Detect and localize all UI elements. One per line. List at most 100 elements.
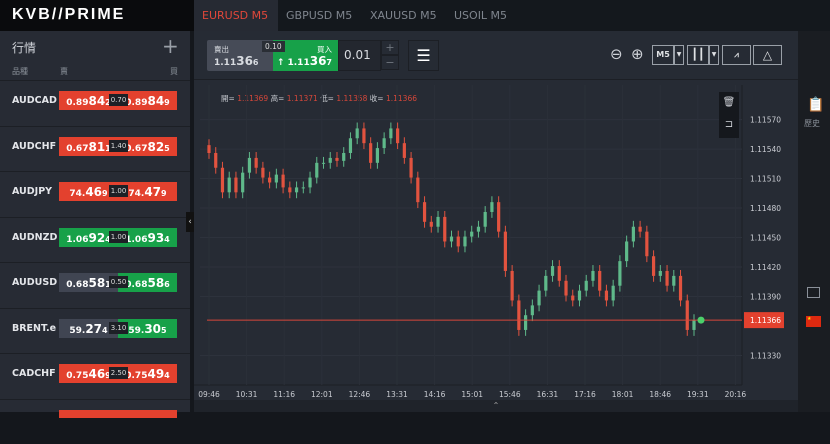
current-price-badge	[744, 312, 784, 329]
scroll-handle[interactable]: ⌃	[194, 400, 798, 412]
candle-body	[214, 153, 218, 168]
list-item-audcad[interactable]: AUDCAD 0.89 84 2 0.70 0.89 84 9	[0, 80, 190, 125]
spread-badge: 1.00	[109, 230, 128, 243]
ask-price[interactable]: 74. 47 9	[118, 182, 177, 201]
time-tick-label: 12:01	[311, 390, 333, 399]
bid-price[interactable]: 0.67 81 1	[59, 136, 118, 156]
zoom-in-icon[interactable]: ⊕	[631, 45, 644, 63]
time-tick-label: 15:01	[461, 390, 483, 399]
symbol-name: AUDJPY	[12, 186, 53, 197]
candle-body	[382, 138, 386, 149]
spread-badge: 1.40	[109, 139, 128, 152]
bid-price[interactable]: 0.75 46 9	[59, 364, 118, 383]
watchlist-panel: 行情 + 品種 賣 買 AUDCAD 0.89 84 2 0.70 0.89 84 9 AUDC…	[0, 0, 190, 418]
list-item-audusd[interactable]: AUDUSD 0.68 58 1 0.50 0.68 58 6	[0, 262, 190, 307]
candle-body	[692, 320, 696, 330]
zoom-out-icon[interactable]: ⊖	[610, 45, 623, 63]
ask-price[interactable]: 0.89 84 9	[118, 91, 177, 110]
list-item-audnzd[interactable]: AUDNZD 1.06 92 4 1.00 1.06 93 4	[0, 216, 190, 262]
list-item-audjpy[interactable]: AUDJPY 74. 46 9 1.00 74. 47 9	[0, 171, 190, 216]
ask-price[interactable]: 59. 30 5	[118, 318, 177, 338]
tab-gbpusd[interactable]: GBPUSD M5	[286, 9, 353, 22]
tab-xauusd[interactable]: XAUUSD M5	[370, 9, 437, 22]
chevron-down-icon[interactable]: ▼	[709, 45, 719, 65]
candle-body	[308, 177, 312, 188]
candle-body	[497, 202, 501, 232]
bid-price[interactable]: 74. 46 9	[59, 182, 118, 201]
time-tick-label: 18:46	[649, 390, 671, 399]
candlestick-chart[interactable]: 1.11570 1.11540 1.11510 1.11480 1.11450 1.114…	[194, 31, 798, 400]
candle-body	[342, 153, 346, 161]
tab-usoil[interactable]: USOIL M5	[454, 9, 508, 22]
candle-body	[443, 216, 447, 242]
watchlist-title: 行情	[12, 41, 37, 55]
candle-body	[436, 216, 440, 227]
trash-icon[interactable]: 🗑	[722, 97, 736, 108]
symbol-name: BRENT.e	[12, 322, 57, 334]
spread-badge: 1.00	[109, 185, 128, 197]
candle-body	[207, 145, 211, 153]
lot-decrease-button[interactable]: −	[381, 55, 399, 70]
candle-body	[685, 300, 689, 330]
chart-tabs: EURUSD M5 GBPUSD M5 XAUUSD M5 USOIL M5	[194, 0, 830, 31]
bid-price[interactable]: 0.89 84 2	[59, 91, 118, 110]
bid-price[interactable]: 0.68 58 1	[59, 273, 118, 292]
china-flag-icon[interactable]: ★	[806, 316, 821, 327]
time-tick-label: 10:31	[236, 390, 258, 399]
candle-body	[396, 128, 400, 144]
candle-body	[584, 280, 588, 291]
lot-increase-button[interactable]: +	[381, 40, 399, 55]
collapse-panel-button[interactable]: ‹	[186, 212, 194, 232]
divider	[194, 79, 798, 80]
spread-badge: 0.50	[109, 276, 128, 288]
candle-body	[557, 266, 561, 281]
clipboard-history-icon[interactable]: 📋	[807, 97, 825, 113]
history-label[interactable]: 歷史	[804, 119, 820, 128]
time-tick-label: 15:46	[499, 390, 521, 399]
list-item-audchf[interactable]: AUDCHF 0.67 81 1 1.40 0.67 82 5	[0, 125, 190, 171]
candle-body	[362, 128, 366, 144]
candle-body	[665, 270, 669, 286]
timeframe-select[interactable]: M5	[652, 45, 674, 65]
add-symbol-button[interactable]: +	[162, 34, 179, 58]
spread-badge: 0.10	[262, 41, 285, 52]
candle-body	[476, 226, 481, 232]
drawing-triangle-icon[interactable]: △	[753, 45, 782, 65]
candle-body	[645, 231, 649, 257]
ask-price[interactable]: 0.68 58 6	[118, 273, 177, 292]
bid-price[interactable]: 59. 27 4	[59, 318, 118, 338]
candle-body	[234, 177, 238, 193]
candle-body	[328, 157, 332, 163]
candle-body	[355, 128, 359, 139]
ask-price[interactable]: 1.06 93 4	[118, 227, 177, 247]
tab-eurusd[interactable]: EURUSD M5	[194, 0, 278, 31]
order-list-icon[interactable]: ☰	[408, 40, 439, 71]
candle-body	[517, 300, 521, 330]
candle-body	[503, 231, 507, 271]
image-icon[interactable]	[807, 287, 820, 298]
list-item-cadchf[interactable]: CADCHF 0.75 46 9 2.50 0.75 49 4	[0, 353, 190, 398]
ask-price[interactable]: 0.75 49 4	[118, 364, 177, 383]
list-item-brent-e[interactable]: BRENT.e 59. 27 4 3.10 59. 30 5	[0, 307, 190, 353]
indicator-icon[interactable]: ⩘	[722, 45, 751, 65]
chevron-down-icon[interactable]: ▼	[674, 45, 684, 65]
sell-label: 賣出	[214, 45, 229, 54]
symbol-name: AUDCHF	[12, 140, 57, 152]
candle-body	[268, 177, 272, 183]
undo-icon[interactable]: ⊐	[724, 119, 734, 130]
symbol-name: AUDUSD	[12, 277, 58, 288]
candle-body	[618, 261, 622, 286]
candle-body	[449, 236, 454, 242]
candle-body	[294, 187, 299, 193]
candle-body	[510, 270, 514, 301]
candle-body	[591, 270, 595, 281]
bid-price[interactable]: 1.06 92 4	[59, 227, 118, 247]
candle-body	[220, 167, 225, 193]
candlestick-icon[interactable]: ┃┃	[687, 45, 709, 65]
candle-body	[335, 157, 339, 161]
ask-price[interactable]: 0.67 82 5	[118, 136, 177, 156]
candle-body	[422, 202, 427, 222]
candle-body	[611, 285, 615, 301]
lot-size-input[interactable]: 0.01	[338, 40, 381, 71]
time-tick-label: 17:16	[574, 390, 596, 399]
